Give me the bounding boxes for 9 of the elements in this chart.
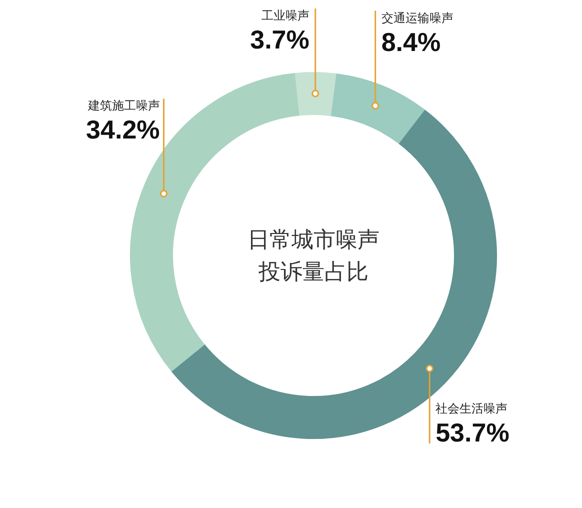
data-label: 8.4% [381, 26, 441, 57]
text: 日常城市噪声投诉量占比 [248, 227, 380, 284]
slice-label: 建筑施工噪声 [86, 98, 160, 113]
slice-label: 工业噪声 [261, 8, 310, 22]
data-label: 34.2% [86, 114, 160, 145]
slice-label: 交通运输噪声 [381, 10, 454, 25]
data-label: 53.7% [436, 417, 510, 448]
data-label: 3.7% [250, 24, 310, 54]
slice-label: 社会生活噪声 [436, 401, 508, 416]
